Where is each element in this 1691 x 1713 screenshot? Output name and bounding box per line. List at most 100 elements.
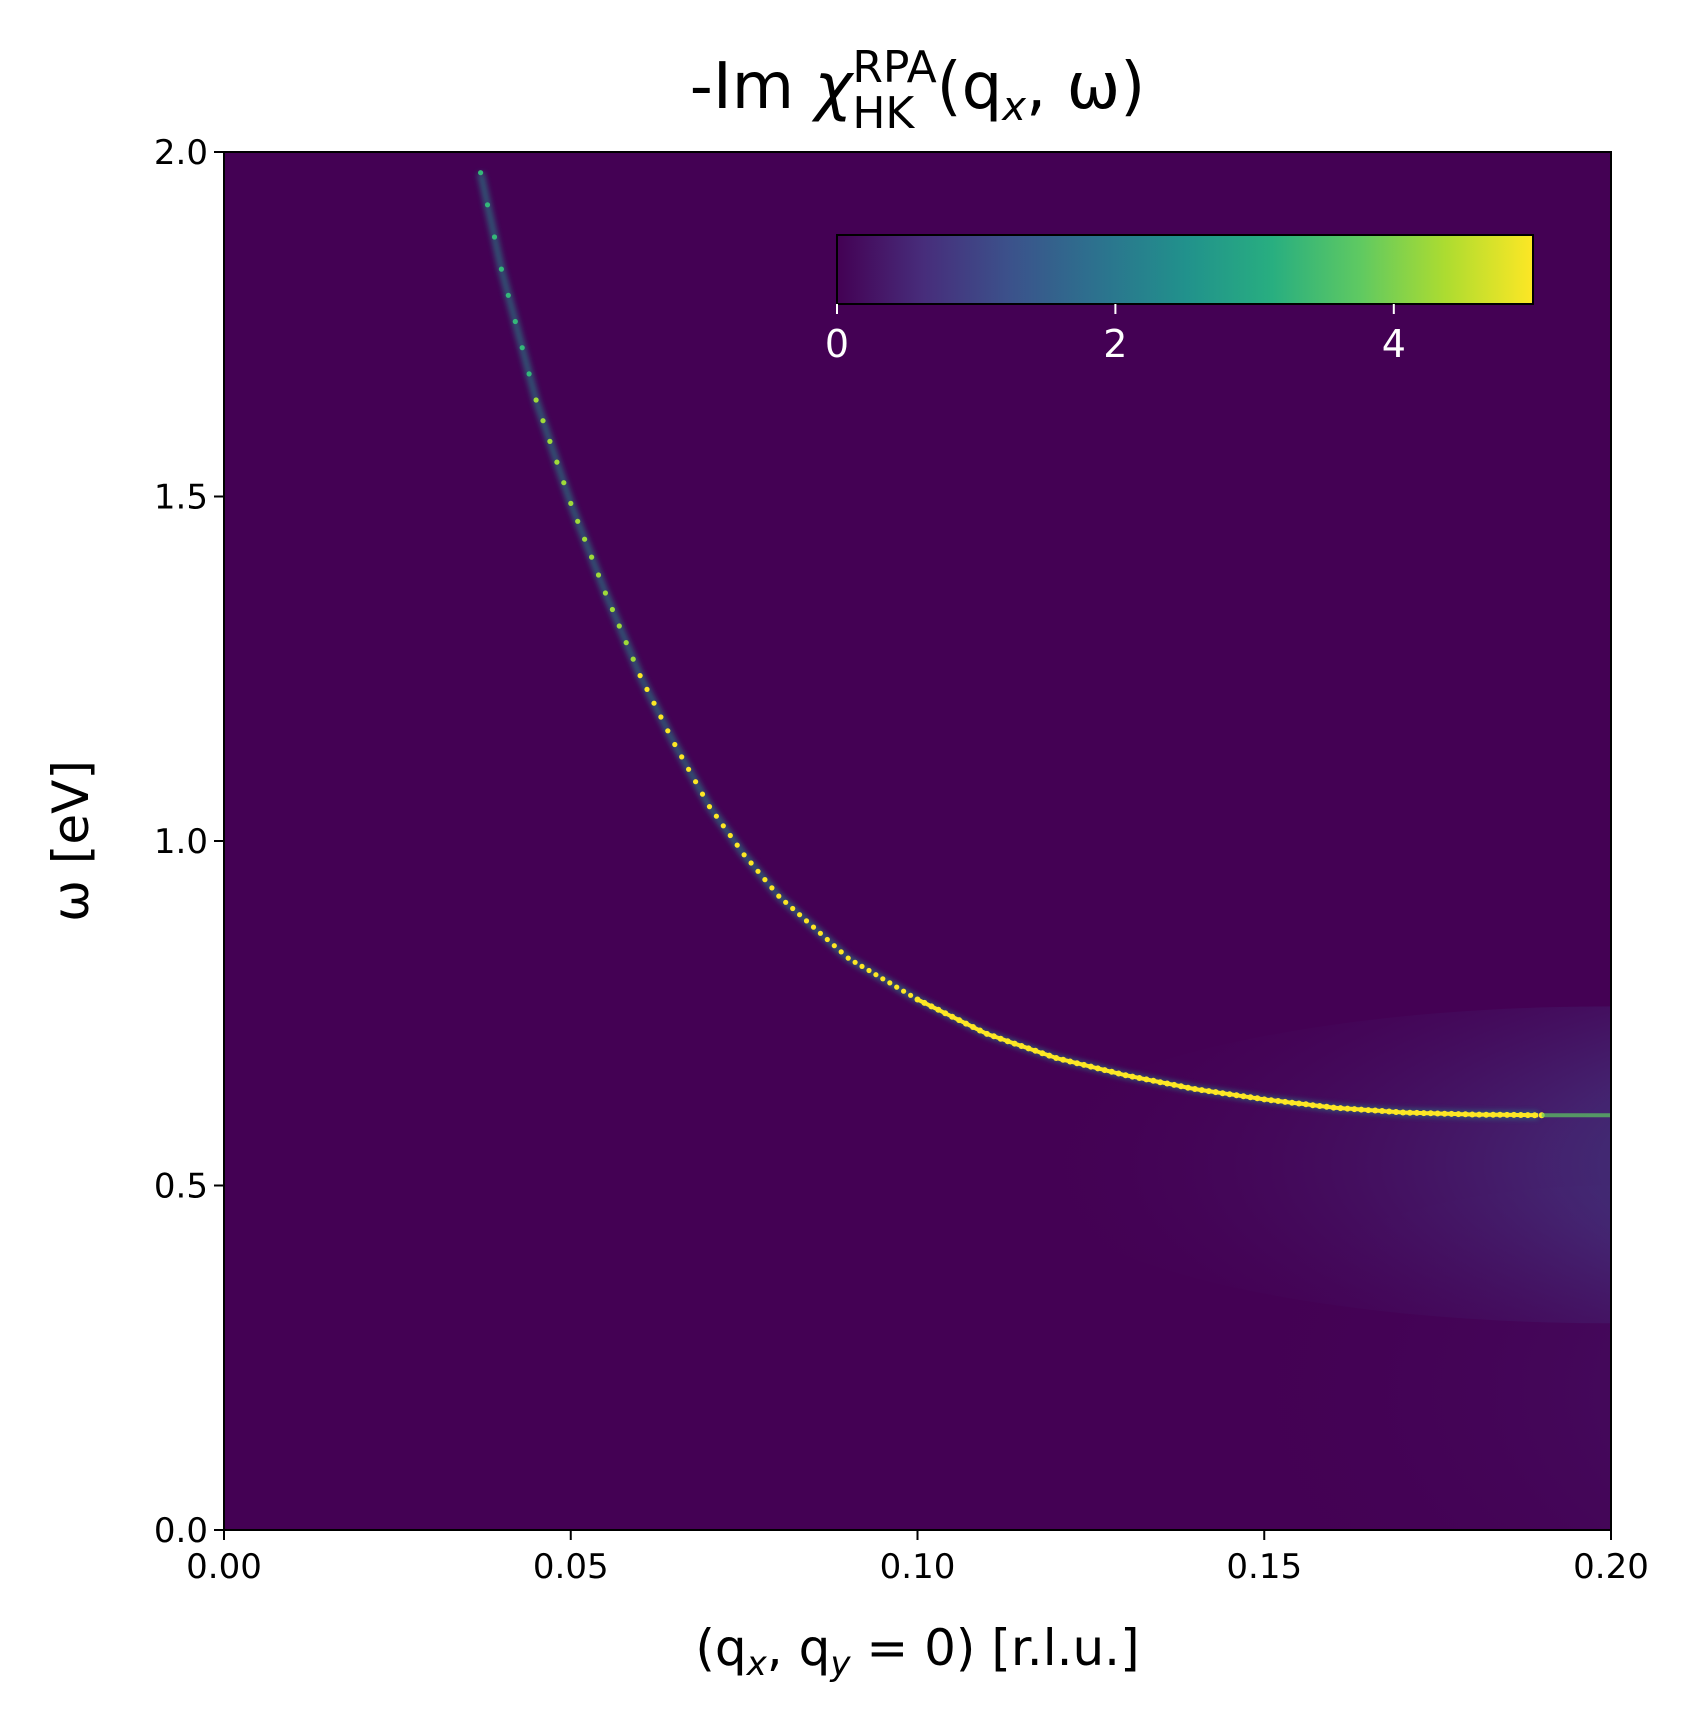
- plasmon-point: [644, 686, 650, 693]
- x-tick-label: 0.15: [1226, 1547, 1302, 1587]
- plasmon-point: [616, 623, 622, 629]
- xlabel-mid: , q: [767, 1619, 831, 1677]
- plasmon-point: [817, 930, 824, 936]
- plasmon-point: [901, 988, 907, 994]
- plasmon-point: [908, 992, 914, 998]
- heatmap-content: [477, 170, 1611, 1530]
- plasmon-point: [547, 438, 553, 444]
- plasmon-point: [734, 842, 740, 848]
- plasmon-point: [561, 480, 567, 486]
- plasmon-point: [484, 202, 491, 208]
- title-args-subscript: x: [1000, 84, 1026, 130]
- plasmon-point: [651, 700, 657, 706]
- plasmon-point: [866, 967, 872, 974]
- plasmon-point: [894, 984, 900, 990]
- plasmon-point: [498, 266, 504, 272]
- y-tick-label: 0.5: [154, 1167, 208, 1207]
- xlabel-open: (q: [695, 1619, 746, 1677]
- plasmon-point: [873, 972, 879, 978]
- plasmon-point: [519, 345, 525, 351]
- colorbar-tick-label: 2: [1103, 322, 1127, 366]
- plasmon-point: [713, 813, 720, 819]
- plasmon-branch: [477, 170, 1611, 1119]
- y-axis: 0.0 0.5 1.0 1.5 2.0: [154, 133, 224, 1551]
- plasmon-point: [727, 832, 733, 839]
- plasmon-point: [803, 918, 810, 924]
- title-args: (q: [937, 50, 1003, 124]
- xlabel-tail: = 0) [r.l.u.]: [850, 1619, 1139, 1677]
- y-tick-label: 1.0: [154, 822, 208, 862]
- y-tick-label: 1.5: [154, 478, 208, 518]
- title-subscript: HK: [852, 88, 915, 139]
- plasmon-point: [491, 234, 498, 240]
- plasmon-point: [810, 924, 817, 930]
- plasmon-point: [672, 741, 678, 748]
- y-tick-label: 2.0: [154, 133, 208, 173]
- plasmon-point: [838, 949, 844, 955]
- title-prefix: -Im: [690, 50, 815, 124]
- plasmon-point: [887, 980, 893, 986]
- x-axis: 0.00 0.05 0.10 0.15 0.20: [186, 1530, 1649, 1587]
- plasmon-point: [512, 318, 518, 325]
- title-superscript: RPA: [852, 42, 936, 93]
- plasmon-point: [741, 852, 747, 858]
- plasmon-point: [602, 590, 609, 596]
- plasmon-point: [720, 823, 726, 829]
- plasmon-point: [852, 959, 858, 965]
- plasmon-point: [693, 779, 699, 785]
- plasmon-point: [595, 572, 602, 578]
- colorbar-tick-label: 0: [825, 322, 849, 366]
- plasmon-point: [554, 459, 560, 465]
- title-symbol: χ: [811, 50, 854, 124]
- plasmon-point: [797, 912, 803, 918]
- plasmon-point: [859, 963, 865, 970]
- plasmon-point: [679, 754, 685, 760]
- colorbar: 0 2 4: [825, 234, 1534, 366]
- plasmon-point: [845, 955, 851, 961]
- plasmon-point: [575, 518, 581, 524]
- colorbar-ticks: 0 2 4: [825, 304, 1406, 366]
- plasmon-point: [589, 554, 595, 560]
- colorbar-tick-label: 4: [1382, 322, 1406, 366]
- plasmon-point: [540, 418, 546, 424]
- chart-title: -Im χRPA HK (qx, ω): [690, 42, 1145, 139]
- plasmon-point: [706, 804, 713, 810]
- plasmon-point: [582, 536, 588, 542]
- y-tick-label: 0.0: [154, 1511, 208, 1551]
- colorbar-gradient: [836, 234, 1534, 305]
- plasmon-point: [699, 791, 706, 797]
- plasmon-point: [880, 976, 886, 982]
- plasmon-point: [776, 893, 782, 899]
- plasmon-point: [686, 766, 692, 772]
- plasmon-point: [637, 673, 643, 679]
- plasmon-point: [609, 606, 616, 613]
- title-args-tail: , ω): [1026, 50, 1145, 124]
- plasmon-point: [623, 640, 629, 646]
- plasmon-point: [824, 936, 830, 943]
- plasmon-point: [533, 397, 539, 403]
- plasmon-point: [783, 899, 789, 905]
- plasmon-point: [526, 371, 532, 377]
- x-tick-label: 0.00: [186, 1547, 262, 1587]
- plasmon-point: [748, 860, 754, 866]
- plasmon-point: [755, 868, 761, 874]
- plasmon-point: [769, 885, 775, 891]
- plasmon-point: [478, 170, 484, 176]
- plasmon-point: [630, 656, 636, 662]
- plasmon-point: [665, 728, 671, 734]
- y-axis-label: ω [eV]: [42, 760, 100, 922]
- xlabel-sub2: y: [829, 1644, 851, 1684]
- x-axis-label: (qx, qy = 0) [r.l.u.]: [695, 1619, 1139, 1684]
- plasmon-point: [831, 943, 837, 949]
- plasmon-point: [790, 905, 796, 912]
- plasmon-point: [762, 877, 768, 883]
- plasmon-branch-core: [916, 997, 1539, 1118]
- xlabel-sub1: x: [746, 1644, 768, 1684]
- x-tick-label: 0.10: [880, 1547, 956, 1587]
- plasmon-point: [505, 292, 511, 298]
- x-tick-label: 0.20: [1573, 1547, 1649, 1587]
- plasmon-point: [658, 714, 664, 720]
- x-tick-label: 0.05: [533, 1547, 609, 1587]
- plasmon-point: [568, 500, 574, 506]
